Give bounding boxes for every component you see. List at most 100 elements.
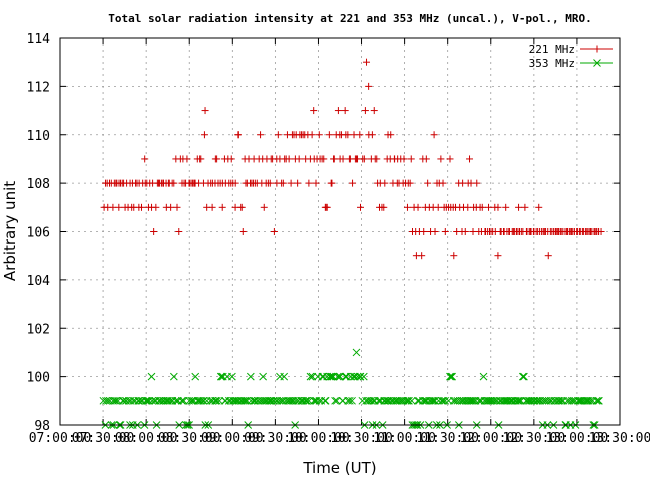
data-point <box>187 396 196 405</box>
data-point <box>592 396 601 405</box>
data-point <box>234 131 242 139</box>
data-point <box>109 203 117 211</box>
data-point <box>212 396 221 405</box>
data-point <box>259 372 267 381</box>
data-point <box>110 396 119 405</box>
data-point <box>394 396 402 405</box>
data-point <box>275 396 284 405</box>
data-point <box>363 396 372 405</box>
data-point <box>175 228 183 235</box>
data-point <box>266 396 275 405</box>
data-point <box>434 203 442 211</box>
data-point <box>447 372 455 381</box>
data-point <box>485 203 493 211</box>
data-point <box>280 372 289 381</box>
x-tick-label: 13:00:00 <box>546 431 609 446</box>
data-point <box>353 372 362 381</box>
data-point <box>373 155 381 163</box>
data-point <box>518 372 527 381</box>
data-point <box>361 107 369 115</box>
data-point <box>287 179 295 187</box>
x-tick-label: 12:00:00 <box>459 431 522 446</box>
data-point <box>320 155 328 163</box>
data-point <box>334 107 342 115</box>
data-point <box>200 131 208 139</box>
data-point <box>274 131 282 139</box>
data-point <box>383 396 392 405</box>
data-point <box>199 396 208 405</box>
data-point <box>586 396 595 405</box>
data-point <box>597 228 605 235</box>
data-point <box>142 396 151 405</box>
data-point <box>446 372 454 381</box>
data-point <box>489 396 497 405</box>
data-point <box>427 396 435 405</box>
data-point <box>217 372 226 381</box>
data-point <box>328 372 336 381</box>
data-point <box>341 107 349 115</box>
data-point <box>363 58 371 66</box>
data-point <box>150 228 158 235</box>
data-point <box>310 107 318 115</box>
y-tick-label: 112 <box>27 80 50 95</box>
data-point <box>584 396 593 405</box>
x-tick-label: 07:00:00 <box>29 431 92 446</box>
y-axis-label: Arbitrary unit <box>1 181 19 281</box>
data-point <box>500 396 509 405</box>
data-point <box>118 396 127 405</box>
y-tick-label: 102 <box>27 322 50 337</box>
y-axis-ticks: 98 100 102 104 106 108 110 112 114 <box>27 32 620 434</box>
plot-frame <box>59 37 621 426</box>
legend-label: 221 MHz <box>529 43 575 56</box>
chart-title: Total solar radiation intensity at 221 a… <box>108 12 591 25</box>
data-point <box>102 396 110 405</box>
data-point <box>431 396 439 405</box>
data-point <box>494 252 502 260</box>
data-point <box>406 179 414 187</box>
data-point <box>301 396 310 405</box>
data-point <box>325 372 334 381</box>
data-point <box>197 155 205 163</box>
data-point <box>544 252 552 260</box>
y-tick-label: 114 <box>27 32 51 47</box>
data-point <box>310 396 318 405</box>
data-point <box>402 396 410 405</box>
x-tick-label: 10:30:00 <box>330 431 393 446</box>
data-point <box>166 396 174 405</box>
data-point <box>208 203 216 211</box>
x-tick-label: 11:30:00 <box>416 431 479 446</box>
data-point <box>171 396 180 405</box>
data-point <box>295 155 303 163</box>
data-point <box>407 155 415 163</box>
x-tick-label: 07:30:00 <box>72 431 135 446</box>
data-point <box>169 372 178 381</box>
data-point <box>257 131 265 139</box>
data-point <box>405 396 413 405</box>
data-point <box>520 372 528 381</box>
data-point <box>308 131 316 139</box>
data-point <box>567 396 576 405</box>
data-point <box>418 396 427 405</box>
data-point <box>381 179 389 187</box>
data-point <box>544 396 553 405</box>
data-point <box>422 155 430 163</box>
data-point <box>148 396 157 405</box>
data-point <box>250 396 259 405</box>
data-point <box>473 179 481 187</box>
data-point <box>294 179 302 187</box>
data-point <box>370 107 378 115</box>
data-point <box>357 203 365 211</box>
data-point <box>115 203 123 211</box>
data-point <box>448 372 456 381</box>
data-point <box>344 131 352 139</box>
data-point <box>325 131 333 139</box>
data-point <box>368 131 376 139</box>
data-point <box>441 228 449 235</box>
data-point <box>137 203 145 211</box>
data-point <box>238 203 246 211</box>
data-point <box>141 155 149 163</box>
data-point <box>243 396 252 405</box>
data-point <box>199 396 207 405</box>
data-point <box>193 396 202 405</box>
data-point <box>575 396 584 405</box>
